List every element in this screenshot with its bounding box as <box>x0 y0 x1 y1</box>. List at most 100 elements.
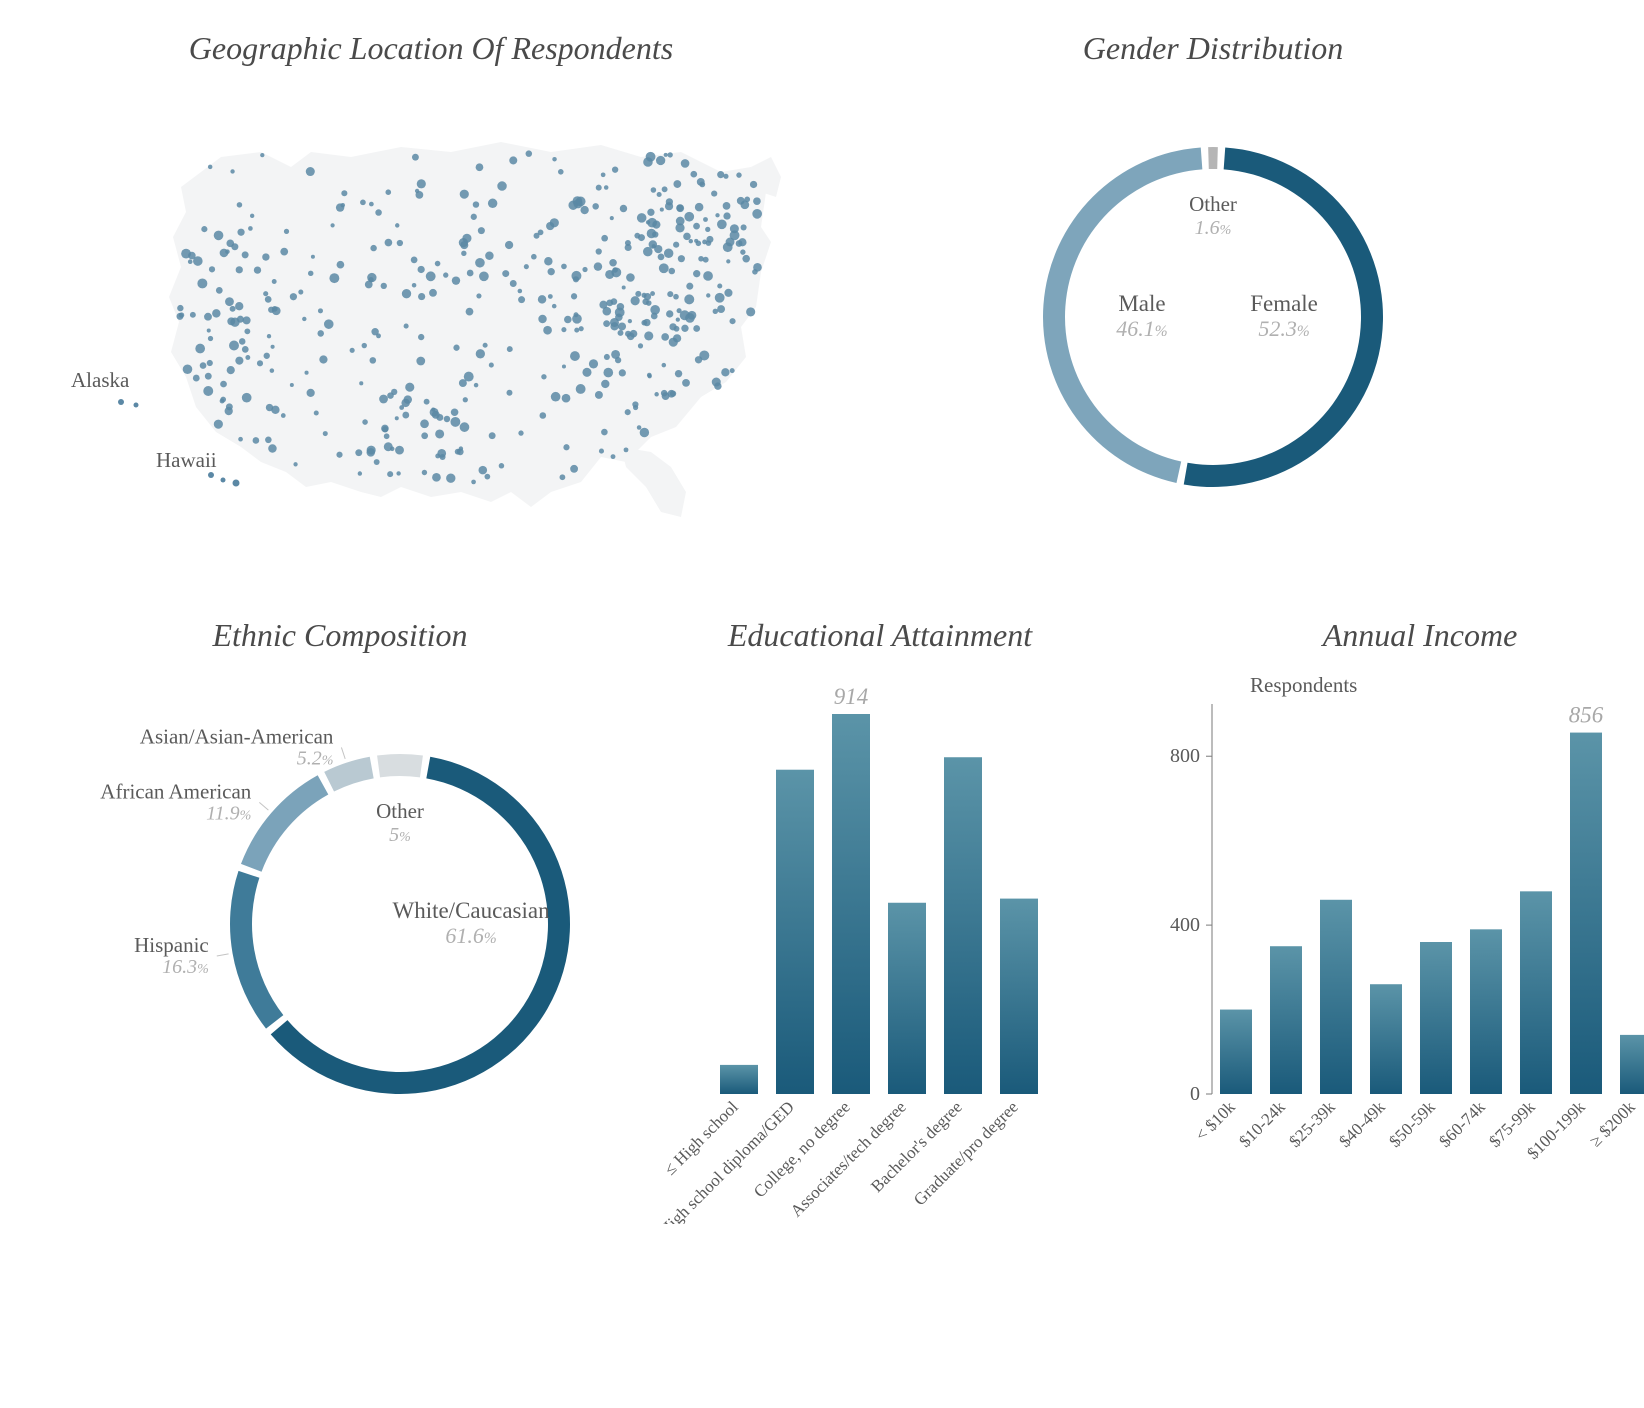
respondent-dot <box>610 216 614 220</box>
respondent-dot <box>459 379 467 387</box>
respondent-dot <box>424 399 430 405</box>
respondent-dot <box>738 238 746 246</box>
respondent-dot <box>698 256 704 262</box>
respondent-dot <box>675 370 682 377</box>
gender-title: Gender Distribution <box>842 30 1584 67</box>
respondent-dot <box>242 393 252 403</box>
respondent-dot <box>367 446 376 455</box>
respondent-dot <box>604 354 610 360</box>
respondent-dot <box>471 214 477 220</box>
respondent-dot <box>237 202 243 208</box>
respondent-dot <box>637 425 642 430</box>
respondent-dot <box>306 167 315 176</box>
respondent-dot <box>402 412 409 419</box>
respondent-dot <box>660 208 664 212</box>
respondent-dot <box>362 343 367 348</box>
respondent-dot <box>561 264 567 270</box>
bar-max-label: 856 <box>1569 703 1604 728</box>
respondent-dot <box>541 374 546 379</box>
respondent-dot <box>404 324 409 329</box>
respondent-dot <box>681 325 688 332</box>
respondent-dot <box>382 426 388 432</box>
donut-segment <box>377 754 423 777</box>
donut-pct: 61.6% <box>445 923 496 948</box>
respondent-dot <box>362 419 368 425</box>
respondent-dot <box>193 375 200 382</box>
y-tick-label: 400 <box>1170 914 1200 936</box>
respondent-dot <box>649 240 657 248</box>
respondent-dot <box>190 312 196 318</box>
respondent-dot <box>693 270 700 277</box>
respondent-dot <box>397 240 403 246</box>
respondent-dot <box>474 383 479 388</box>
respondent-dot <box>506 390 512 396</box>
respondent-dot <box>365 281 373 289</box>
gender-panel: Gender Distribution Other1.6%Female52.3%… <box>842 30 1584 537</box>
respondent-dot <box>695 203 704 212</box>
respondent-dot <box>717 283 722 288</box>
respondent-dot <box>678 255 685 262</box>
respondent-dot <box>737 197 745 205</box>
respondent-dot <box>531 254 537 260</box>
respondent-dot <box>265 437 272 444</box>
respondent-dot <box>651 187 657 193</box>
respondent-dot <box>730 224 739 233</box>
respondent-dot <box>479 271 489 281</box>
respondent-dot <box>705 227 710 232</box>
respondent-dot <box>626 273 635 282</box>
respondent-dot <box>266 404 273 411</box>
respondent-dot <box>418 334 424 340</box>
respondent-dot <box>564 316 572 324</box>
respondent-dot <box>422 470 427 475</box>
respondent-dot <box>459 446 463 450</box>
bar-category-label: ≥ $200k <box>1586 1097 1639 1150</box>
respondent-dot <box>405 383 414 392</box>
respondent-dot <box>571 293 577 299</box>
respondent-dot <box>416 357 425 366</box>
respondent-dot <box>307 389 315 397</box>
respondent-dot <box>625 409 631 415</box>
respondent-dot <box>205 373 212 380</box>
respondent-dot <box>268 307 274 313</box>
respondent-dot <box>450 417 460 427</box>
respondent-dot <box>695 356 702 363</box>
respondent-dot <box>589 359 598 368</box>
bar <box>1320 900 1352 1094</box>
donut-segment <box>230 871 283 1029</box>
respondent-dot <box>723 242 733 252</box>
bar <box>776 770 814 1094</box>
donut-label: African American <box>100 779 252 803</box>
respondent-dot <box>601 429 608 436</box>
respondent-dot <box>293 462 297 466</box>
respondent-dot <box>502 270 509 277</box>
y-axis-label: Respondents <box>1250 673 1357 697</box>
respondent-dot <box>324 319 334 329</box>
respondent-dot <box>440 454 446 460</box>
respondent-dot <box>264 353 270 359</box>
respondent-dot <box>417 179 426 188</box>
leader-line <box>217 954 229 956</box>
bar-max-label: 914 <box>834 684 869 709</box>
respondent-dot <box>260 153 264 157</box>
respondent-dot <box>390 447 395 452</box>
respondent-dot <box>703 217 708 222</box>
respondent-dot <box>341 203 346 208</box>
respondent-dot <box>646 152 656 162</box>
respondent-dot <box>505 241 513 249</box>
respondent-dot <box>599 301 607 309</box>
respondent-dot <box>336 452 342 458</box>
income-title: Annual Income <box>1140 617 1644 654</box>
respondent-dot <box>183 364 193 374</box>
respondent-dot <box>546 222 554 230</box>
respondent-dot <box>230 169 234 173</box>
respondent-dot <box>197 278 207 288</box>
respondent-dot <box>706 293 710 297</box>
respondent-dot <box>461 251 466 256</box>
bar <box>832 714 870 1094</box>
respondent-dot <box>573 276 579 282</box>
respondent-dot <box>724 289 732 297</box>
respondent-dot <box>561 327 566 332</box>
respondent-dot <box>201 226 207 232</box>
respondent-dot <box>478 227 485 234</box>
respondent-dot <box>254 266 261 273</box>
